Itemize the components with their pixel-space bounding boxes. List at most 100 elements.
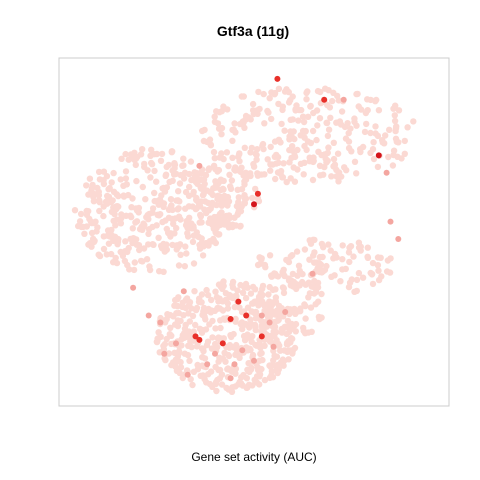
cell-point [334, 150, 342, 157]
cell-point [313, 136, 320, 144]
cell-point [131, 149, 138, 156]
highlighted-cell-point [235, 298, 242, 305]
cell-point [261, 261, 269, 269]
cell-point [290, 164, 297, 171]
cell-point [224, 305, 232, 312]
highlighted-cell-point [227, 375, 234, 382]
cell-point [307, 102, 314, 110]
cell-point [96, 207, 103, 215]
cell-point [374, 163, 382, 171]
cell-point [289, 252, 296, 259]
cell-point [151, 151, 158, 158]
cell-point [197, 203, 204, 210]
cell-point [253, 156, 260, 163]
cell-point [353, 170, 360, 177]
cell-point [158, 150, 166, 158]
cell-point [177, 317, 184, 325]
cell-point [317, 88, 324, 96]
cell-point [164, 311, 171, 318]
cell-point [294, 146, 301, 154]
cell-point [140, 245, 148, 252]
cell-point [225, 386, 232, 393]
cell-point [188, 343, 195, 351]
cell-point [377, 254, 384, 261]
cell-point [229, 154, 236, 161]
cell-point [172, 356, 180, 363]
x-axis-label: Gene set activity (AUC) [191, 450, 316, 464]
cell-point [231, 120, 238, 127]
cell-point [267, 161, 274, 168]
highlighted-cell-point [383, 169, 390, 176]
cell-point [229, 137, 236, 144]
cell-point [107, 229, 114, 237]
cell-point [172, 296, 179, 304]
cell-point [241, 284, 248, 291]
highlighted-cell-point [145, 312, 152, 319]
cell-point [128, 204, 135, 211]
cell-point [182, 243, 189, 250]
highlighted-cell-point [130, 284, 137, 291]
cell-point [161, 185, 168, 192]
cell-point [278, 120, 285, 128]
cell-point [176, 180, 184, 187]
cell-point [122, 238, 129, 245]
cell-point [169, 167, 176, 174]
cell-point [252, 324, 259, 331]
cell-point [311, 290, 318, 297]
cell-point [162, 356, 169, 364]
cell-point [316, 253, 324, 261]
cell-point [381, 140, 388, 147]
cell-point [364, 244, 371, 251]
cell-point [189, 203, 196, 210]
cell-point [200, 191, 207, 198]
highlighted-cell-point [231, 361, 238, 368]
cell-point [167, 233, 174, 240]
cell-point [83, 182, 90, 189]
cell-point [197, 211, 204, 219]
cell-point [180, 155, 187, 162]
highlighted-cell-point [184, 371, 191, 378]
cell-point [110, 169, 117, 177]
cell-point [237, 320, 244, 328]
cell-point [312, 301, 319, 308]
cell-point [308, 283, 315, 290]
cell-point [280, 160, 287, 167]
cell-point [302, 281, 309, 288]
cell-point [133, 241, 140, 248]
cell-point [218, 131, 225, 138]
cell-point [130, 266, 138, 274]
cell-point [245, 381, 253, 388]
cell-point [170, 220, 177, 227]
cell-point [113, 191, 120, 198]
cell-point [166, 178, 173, 186]
cell-point [353, 122, 360, 129]
cell-point [95, 251, 102, 258]
cell-point [258, 292, 266, 299]
cell-point [227, 214, 234, 221]
cell-point [323, 119, 331, 127]
cell-point [353, 287, 360, 295]
cell-point [276, 311, 284, 318]
highlighted-cell-point [321, 96, 328, 103]
cell-point [287, 116, 294, 124]
cell-point [219, 199, 226, 206]
cell-point [361, 128, 369, 136]
cell-point [302, 315, 309, 322]
cell-point [162, 171, 170, 178]
cell-point [173, 197, 180, 204]
cell-point [291, 153, 299, 161]
cell-point [153, 178, 160, 185]
cell-point [398, 155, 405, 162]
cell-point [247, 149, 254, 156]
cell-point [372, 130, 379, 137]
cell-point [274, 369, 281, 377]
cell-point [236, 151, 243, 158]
cell-point [266, 336, 274, 343]
cell-point [213, 294, 221, 301]
cell-point [281, 323, 288, 331]
cell-point [301, 246, 309, 253]
cell-point [137, 257, 145, 265]
cell-point [157, 333, 164, 340]
cell-point [335, 178, 342, 185]
cell-point [271, 138, 279, 145]
